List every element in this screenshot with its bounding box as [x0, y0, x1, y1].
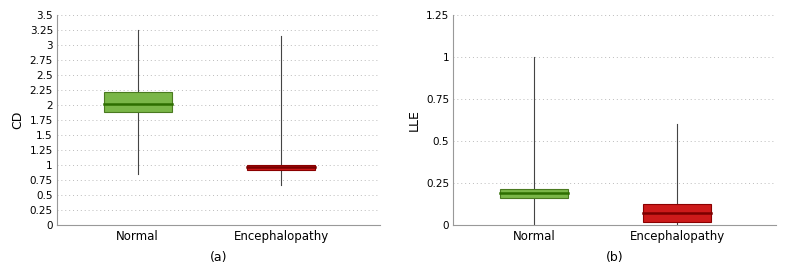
Y-axis label: LLE: LLE	[408, 109, 420, 131]
X-axis label: (b): (b)	[606, 251, 623, 264]
Bar	[247, 165, 315, 170]
X-axis label: (a): (a)	[209, 251, 227, 264]
Bar	[104, 92, 172, 112]
Bar	[500, 189, 568, 198]
Y-axis label: CD: CD	[11, 111, 24, 130]
Bar	[643, 204, 711, 222]
